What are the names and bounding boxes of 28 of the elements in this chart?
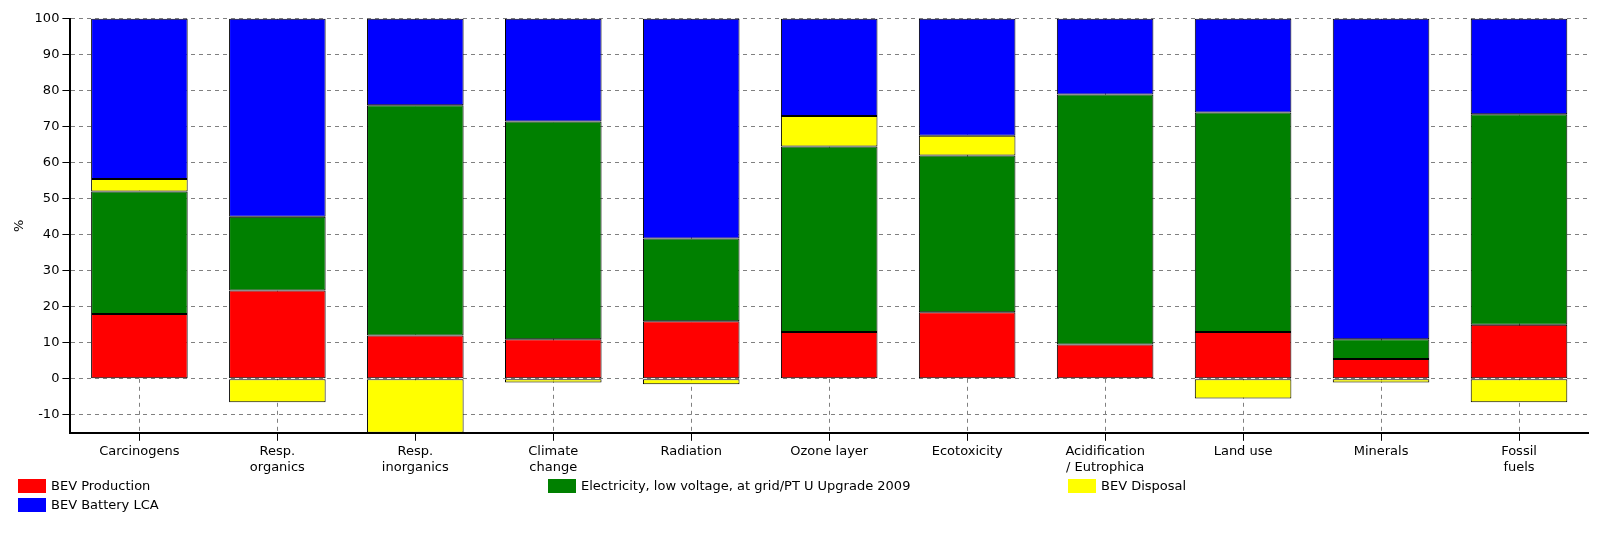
x-tick-label: Fossil fuels [1501,442,1537,474]
x-tick-label: Resp. inorganics [381,442,449,474]
y-tick-label: 100 [34,10,60,26]
x-tick-label: Ozone layer [790,442,869,458]
y-tick-label: 0 [51,370,60,386]
y-tick-label: 20 [42,298,60,314]
y-tick-label: 10 [42,334,60,350]
y-tick-label: 70 [42,118,60,134]
y-tick-label: 30 [42,262,60,278]
y-tick-label: -10 [38,406,60,422]
x-tick-label: Radiation [660,442,722,458]
x-tick-label: Carcinogens [99,442,180,458]
y-tick-label: 40 [42,226,60,242]
x-tick-label: Land use [1213,442,1273,458]
legend-label: Electricity, low voltage, at grid/PT U Upgrade 2009 [581,478,911,493]
legend-label: BEV Production [51,478,151,493]
y-tick-label: 60 [42,154,60,170]
legend-label: BEV Battery LCA [51,497,159,512]
y-tick-label: 90 [42,46,60,62]
legend-label: BEV Disposal [1101,478,1187,493]
y-axis-title: % [11,219,27,232]
y-tick-label: 80 [42,82,60,98]
x-tick-label: Resp. organics [249,442,306,474]
x-tick-label: Ecotoxicity [931,442,1003,458]
y-tick-label: 50 [42,190,60,206]
x-tick-label: Acidification / Eutrophica [1065,442,1145,474]
x-tick-label: Minerals [1353,442,1409,458]
x-tick-label: Climate change [528,442,579,474]
